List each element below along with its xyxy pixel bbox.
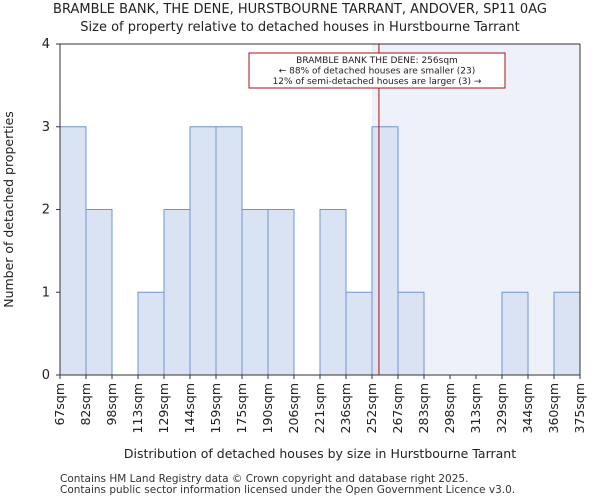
- histogram-bar-267sqm: [397, 291, 425, 376]
- histogram-chart: 0 1 2 3 4 67sqm 82sqm 98sqm 113sqm 129sqm 144sqm 1…: [1, 37, 587, 461]
- y-tick-label: 1: [42, 285, 50, 300]
- histogram-bar-159sqm: [215, 126, 243, 376]
- annotation-frame: [248, 52, 506, 89]
- histogram-bar-113sqm: [137, 291, 165, 376]
- x-tick-label: 98sqm: [104, 383, 119, 426]
- histogram-bar-82sqm: [85, 209, 113, 376]
- x-tick-label: 313sqm: [468, 383, 483, 433]
- x-tick-label: 298sqm: [442, 383, 457, 433]
- y-axis-label: Number of detached properties: [1, 111, 16, 308]
- histogram-bar-190sqm: [267, 209, 295, 376]
- annotation-line-1: BRAMBLE BANK THE DENE: 256sqm: [296, 56, 458, 66]
- x-tick-label: 360sqm: [546, 383, 561, 433]
- x-tick-label: 221sqm: [312, 383, 327, 433]
- histogram-bar-175sqm: [241, 209, 269, 376]
- x-tick-label: 159sqm: [208, 383, 223, 433]
- x-tick-label: 129sqm: [156, 383, 171, 433]
- histogram-bar-144sqm: [189, 126, 217, 376]
- annotation-box: BRAMBLE BANK THE DENE: 256sqm ← 88% of d…: [248, 52, 506, 89]
- histogram-bar-360sqm: [553, 291, 581, 376]
- footer-line-2: Contains public sector information licen…: [60, 484, 516, 496]
- histogram-bar-221sqm: [319, 209, 347, 376]
- chart-title: BRAMBLE BANK, THE DENE, HURSTBOURNE TARR…: [53, 2, 547, 17]
- y-tick-label: 3: [42, 120, 50, 135]
- x-tick-label: 82sqm: [78, 383, 93, 426]
- x-tick-label: 283sqm: [416, 383, 431, 433]
- chart-subtitle: Size of property relative to detached ho…: [80, 20, 520, 35]
- histogram-bar-252sqm: [371, 126, 399, 376]
- x-axis-label: Distribution of detached houses by size …: [124, 446, 516, 461]
- y-tick-label: 0: [42, 368, 50, 383]
- x-tick-label: 344sqm: [520, 383, 535, 433]
- y-tick-label: 4: [42, 37, 50, 52]
- y-tick-label: 2: [42, 203, 50, 218]
- x-tick-label: 113sqm: [130, 383, 145, 433]
- histogram-bar-129sqm: [163, 209, 191, 376]
- x-tick-label: 190sqm: [260, 383, 275, 433]
- histogram-bar-67sqm: [59, 126, 87, 376]
- annotation-line-2: ← 88% of detached houses are smaller (23…: [279, 67, 476, 77]
- x-tick-label: 206sqm: [286, 383, 301, 433]
- histogram-bar-236sqm: [345, 291, 373, 376]
- footer-line-1: Contains HM Land Registry data © Crown c…: [60, 473, 469, 485]
- annotation-line-3: 12% of semi-detached houses are larger (…: [273, 77, 482, 87]
- x-tick-label: 67sqm: [52, 383, 67, 426]
- x-tick-label: 144sqm: [182, 383, 197, 433]
- x-tick-label: 175sqm: [234, 383, 249, 433]
- histogram-bar-329sqm: [501, 291, 529, 376]
- x-tick-label: 236sqm: [338, 383, 353, 433]
- x-tick-label: 375sqm: [572, 383, 587, 433]
- x-tick-label: 329sqm: [494, 383, 509, 433]
- x-tick-label: 267sqm: [390, 383, 405, 433]
- x-tick-label: 252sqm: [364, 383, 379, 433]
